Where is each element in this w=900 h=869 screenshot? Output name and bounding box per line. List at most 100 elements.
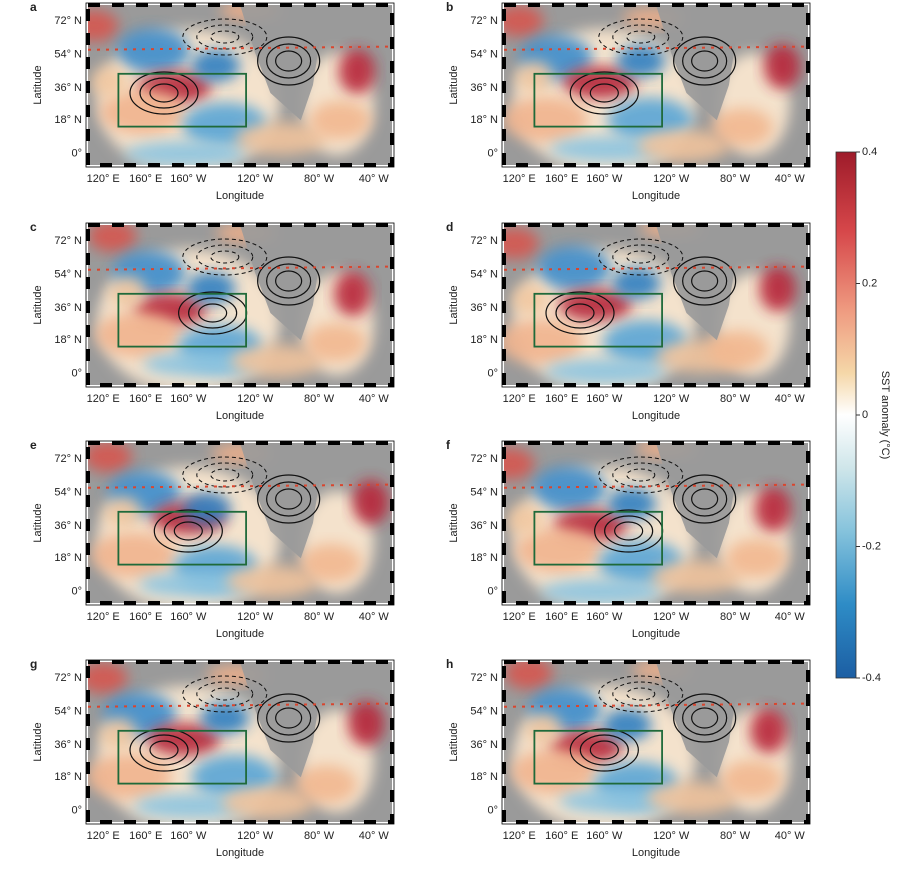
x-tick-label: 120° E <box>87 393 120 405</box>
y-tick-label: 0° <box>71 368 82 380</box>
x-tick-label: 80° W <box>720 393 751 405</box>
y-tick-label: 18° N <box>470 334 498 346</box>
x-axis-label: Longitude <box>632 410 680 422</box>
sst-anomaly <box>504 5 544 37</box>
sst-anomaly <box>721 760 783 799</box>
sst-anomaly <box>95 312 181 357</box>
sst-anomaly <box>504 447 535 480</box>
y-tick-label: 36° N <box>470 520 498 532</box>
frame <box>86 3 394 167</box>
land <box>656 662 742 778</box>
x-tick-label: 80° W <box>720 611 751 623</box>
x-tick-label: 40° W <box>359 830 390 842</box>
sst-anomaly <box>88 225 137 253</box>
sst-field <box>504 5 808 165</box>
contour <box>589 83 619 103</box>
frame <box>86 441 394 605</box>
land <box>656 443 742 559</box>
x-tick-label: 120° W <box>653 611 690 623</box>
contour <box>188 297 238 329</box>
map-panel: f 120° E 160° E 160° W 120° W 80° W 40° W 72° N… <box>446 438 811 640</box>
y-axis-label: Latitude <box>448 503 460 542</box>
y-tick-label: 72° N <box>54 15 82 27</box>
y-tick-label: 36° N <box>54 739 82 751</box>
x-axis-label: Longitude <box>632 190 680 202</box>
contour <box>266 43 312 79</box>
sst-anomaly <box>763 44 801 89</box>
sst-anomaly <box>540 579 663 603</box>
x-tick-label: 160° W <box>586 173 623 185</box>
panel-label: d <box>446 220 453 234</box>
y-tick-label: 36° N <box>470 739 498 751</box>
contour-negative <box>210 30 240 44</box>
colorbar <box>835 151 857 679</box>
sst-anomaly <box>186 272 236 305</box>
sst-anomaly <box>525 713 562 746</box>
y-tick-label: 54° N <box>470 49 498 61</box>
frame <box>502 660 810 824</box>
y-tick-label: 18° N <box>54 114 82 126</box>
contour <box>153 509 223 553</box>
y-tick-label: 18° N <box>470 771 498 783</box>
sst-anomaly <box>537 245 611 291</box>
map-panel: a 120° E 160° E 160° W 120° W 80° W 40° W 72° N… <box>30 0 395 202</box>
wind-band <box>88 265 392 271</box>
sst-anomaly <box>347 701 385 746</box>
contour <box>275 707 303 729</box>
frame-outline <box>85 2 395 168</box>
contour-negative <box>626 30 656 44</box>
contour <box>139 77 189 109</box>
contour-negative <box>626 250 656 264</box>
x-tick-label: 160° W <box>170 393 207 405</box>
contour-negative <box>196 681 254 707</box>
frame-outline <box>501 440 811 606</box>
contour-negative <box>626 687 656 701</box>
contour <box>673 693 737 743</box>
x-axis-label: Longitude <box>632 847 680 859</box>
sst-anomaly <box>646 782 739 814</box>
sst-anomaly <box>616 45 666 77</box>
frame-outline <box>85 222 395 388</box>
y-tick-label: 36° N <box>54 302 82 314</box>
index-box <box>117 729 247 785</box>
contour-negative <box>210 687 240 701</box>
x-tick-label: 160° E <box>545 830 578 842</box>
contour <box>163 515 213 547</box>
sst-anomaly <box>750 708 787 754</box>
contour-negative <box>196 462 254 488</box>
contour <box>198 303 228 323</box>
contour <box>673 256 737 306</box>
x-tick-label: 160° W <box>586 830 623 842</box>
sst-anomaly <box>305 323 367 362</box>
sst-anomaly <box>504 227 539 260</box>
index-box <box>533 292 663 348</box>
y-tick-label: 72° N <box>54 672 82 684</box>
y-tick-label: 54° N <box>54 269 82 281</box>
x-tick-label: 120° E <box>503 393 536 405</box>
x-tick-label: 120° W <box>653 830 690 842</box>
x-axis-label: Longitude <box>216 628 264 640</box>
frame-outline <box>501 659 811 825</box>
y-axis-label: Latitude <box>32 503 44 542</box>
x-axis-label: Longitude <box>216 410 264 422</box>
contour <box>673 36 737 86</box>
sst-anomaly <box>707 330 769 369</box>
sst-anomaly <box>226 565 318 598</box>
contour <box>257 36 321 86</box>
x-tick-label: 80° W <box>720 173 751 185</box>
x-tick-label: 40° W <box>775 393 806 405</box>
contour <box>149 83 179 103</box>
sst-anomaly <box>296 765 358 804</box>
x-tick-label: 160° E <box>545 173 578 185</box>
frame-outline <box>85 440 395 606</box>
x-tick-label: 160° E <box>129 830 162 842</box>
sst-anomaly <box>637 129 729 162</box>
sst-field <box>88 225 392 385</box>
y-tick-label: 0° <box>71 805 82 817</box>
x-tick-label: 120° W <box>653 393 690 405</box>
y-tick-label: 18° N <box>470 114 498 126</box>
wind-band <box>504 702 808 708</box>
contour <box>266 700 312 736</box>
sst-anomaly <box>651 560 743 593</box>
y-axis-label: Latitude <box>448 285 460 324</box>
